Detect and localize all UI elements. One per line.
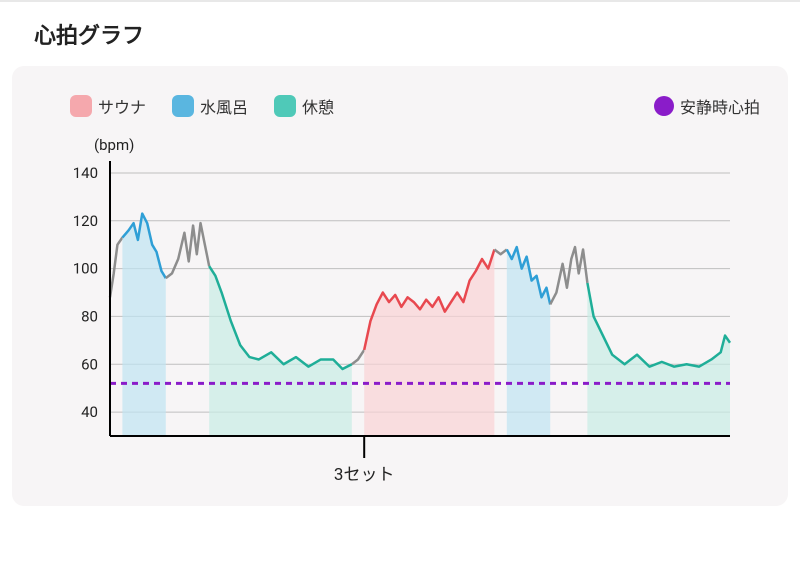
- svg-text:80: 80: [81, 307, 98, 325]
- sauna-swatch-icon: [70, 95, 92, 117]
- legend-item-rest: 休憩: [274, 94, 334, 118]
- rest-swatch-icon: [274, 95, 296, 117]
- svg-text:120: 120: [73, 212, 98, 230]
- legend-item-resting-hr: 安静時心拍: [654, 94, 760, 118]
- legend-label: サウナ: [98, 94, 146, 118]
- svg-text:3セット: 3セット: [334, 465, 395, 485]
- svg-text:40: 40: [81, 403, 98, 421]
- svg-text:140: 140: [73, 164, 98, 182]
- legend-label: 安静時心拍: [680, 94, 760, 118]
- resting-hr-swatch-icon: [654, 96, 674, 116]
- legend-label: 水風呂: [200, 94, 248, 118]
- chart-card: サウナ 水風呂 休憩 安静時心拍 (bpm) 40 60 80 100 120 140 3セ…: [12, 66, 788, 506]
- svg-text:60: 60: [81, 355, 98, 373]
- heart-rate-chart: 40 60 80 100 120 140 3セット: [40, 156, 740, 496]
- legend-item-sauna: サウナ: [70, 94, 146, 118]
- page-title: 心拍グラフ: [34, 18, 800, 50]
- svg-text:100: 100: [73, 260, 98, 278]
- chart-legend: サウナ 水風呂 休憩 安静時心拍: [70, 94, 760, 118]
- y-axis-unit: (bpm): [94, 136, 760, 154]
- cold-swatch-icon: [172, 95, 194, 117]
- legend-label: 休憩: [302, 94, 334, 118]
- legend-item-cold: 水風呂: [172, 94, 248, 118]
